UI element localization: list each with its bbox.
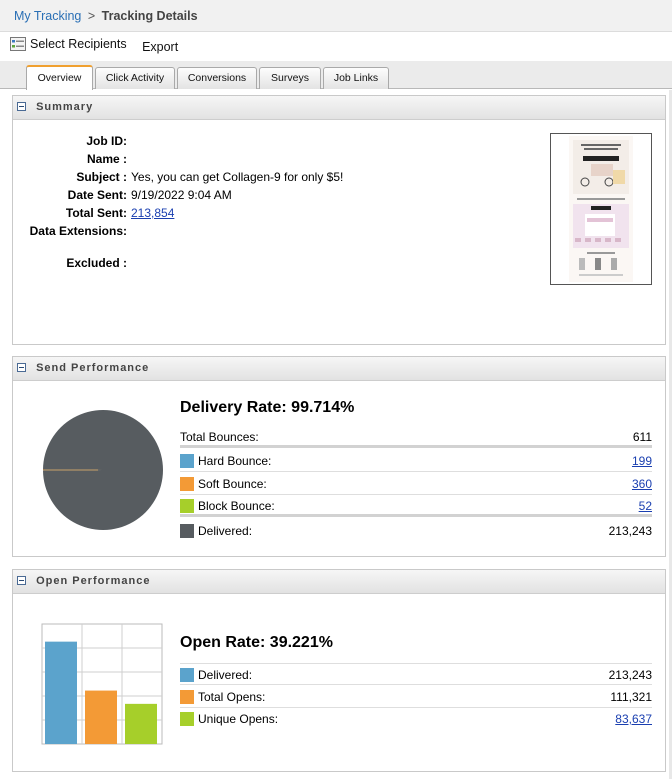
open-delivered-swatch [180,668,194,682]
total-opens-value: 111,321 [610,690,652,704]
date-sent-label: Date Sent: [67,188,127,202]
excluded-label: Excluded : [66,256,127,270]
total-bounces-row: Total Bounces: 611 [180,426,652,448]
delivered-label: Delivered: [198,524,253,538]
soft-bounce-row: Soft Bounce: 360 [180,473,652,495]
tab-job-links[interactable]: Job Links [323,67,389,89]
bar-delivered [45,641,77,744]
total-opens-swatch [180,690,194,704]
total-opens-row: Total Opens: 111,321 [180,686,652,708]
export-label: Export [142,40,179,54]
bar-unique-opens [125,703,157,744]
total-sent-label: Total Sent: [65,206,127,220]
tab-click-activity[interactable]: Click Activity [95,67,175,89]
unique-opens-link[interactable]: 83,637 [615,712,652,726]
email-preview-image [569,136,633,282]
soft-bounce-swatch [180,477,194,491]
job-id-label: Job ID: [86,134,127,148]
unique-opens-label: Unique Opens: [198,712,279,726]
pie-slice-delivered [43,410,163,530]
hard-bounce-row: Hard Bounce: 199 [180,450,652,472]
collapse-icon[interactable] [17,576,26,585]
block-bounce-swatch [180,499,194,513]
breadcrumb-current: Tracking Details [101,9,198,23]
total-bounces-value: 611 [632,430,652,444]
select-recipients-label: Select Recipients [30,37,127,51]
select-recipients-button[interactable]: Select Recipients [10,37,127,51]
open-performance-title: Open Performance [36,575,151,587]
open-bar-chart [41,623,163,745]
breadcrumb-my-tracking-link[interactable]: My Tracking [14,9,82,23]
unique-opens-row: Unique Opens: 83,637 [180,708,652,730]
send-performance-title: Send Performance [36,362,150,374]
tab-surveys[interactable]: Surveys [259,67,321,89]
name-label: Name : [86,152,127,166]
data-extensions-label: Data Extensions: [29,224,127,238]
tab-bar: Overview Click Activity Conversions Surv… [0,61,672,90]
delivered-value: 213,243 [608,524,652,538]
recipients-list-icon [10,37,26,51]
send-performance-header[interactable]: Send Performance [13,357,665,381]
block-bounce-link[interactable]: 52 [638,499,652,513]
subject-label: Subject : [76,170,127,184]
breadcrumb-separator: > [87,9,96,23]
summary-panel-header[interactable]: Summary [13,96,665,120]
toolbar: Select Recipients Export [0,33,672,59]
export-button[interactable]: Export [142,40,178,54]
tab-conversions[interactable]: Conversions [177,67,257,89]
collapse-icon[interactable] [17,102,26,111]
date-sent-value: 9/19/2022 9:04 AM [131,188,232,202]
summary-title: Summary [36,101,94,113]
delivery-rate-title: Delivery Rate: 99.714% [180,399,355,416]
email-preview-thumbnail[interactable] [550,133,652,285]
send-performance-panel: Send Performance Delivery Rate: 99.714% … [12,356,666,557]
open-delivered-row: Delivered: 213,243 [180,663,652,685]
open-performance-header[interactable]: Open Performance [13,570,665,594]
delivered-row: Delivered: 213,243 [180,520,652,542]
total-sent-link[interactable]: 213,854 [131,206,175,220]
soft-bounce-link[interactable]: 360 [631,477,652,491]
block-bounce-label: Block Bounce: [198,499,275,513]
hard-bounce-label: Hard Bounce: [198,454,272,468]
total-opens-label: Total Opens: [198,690,266,704]
delivery-pie-chart [42,410,163,530]
open-delivered-value: 213,243 [608,668,652,682]
page-edge [669,90,672,779]
subject-value: Yes, you can get Collagen-9 for only $5! [131,170,344,184]
summary-panel: Summary Job ID: Name : Subject : Yes, yo… [12,95,666,345]
open-rate-title: Open Rate: 39.221% [180,634,333,651]
open-performance-panel: Open Performance Open Rate: 39.221% Deli… [12,569,666,772]
delivered-swatch [180,524,194,538]
block-bounce-row: Block Bounce: 52 [180,495,652,517]
unique-opens-swatch [180,712,194,726]
hard-bounce-swatch [180,454,194,468]
total-bounces-label: Total Bounces: [180,430,259,444]
breadcrumb: My Tracking > Tracking Details [0,0,672,32]
hard-bounce-link[interactable]: 199 [631,454,652,468]
soft-bounce-label: Soft Bounce: [198,477,267,491]
collapse-icon[interactable] [17,363,26,372]
bar-total-opens [85,690,117,744]
open-delivered-label: Delivered: [198,668,253,682]
tab-overview[interactable]: Overview [26,65,93,90]
